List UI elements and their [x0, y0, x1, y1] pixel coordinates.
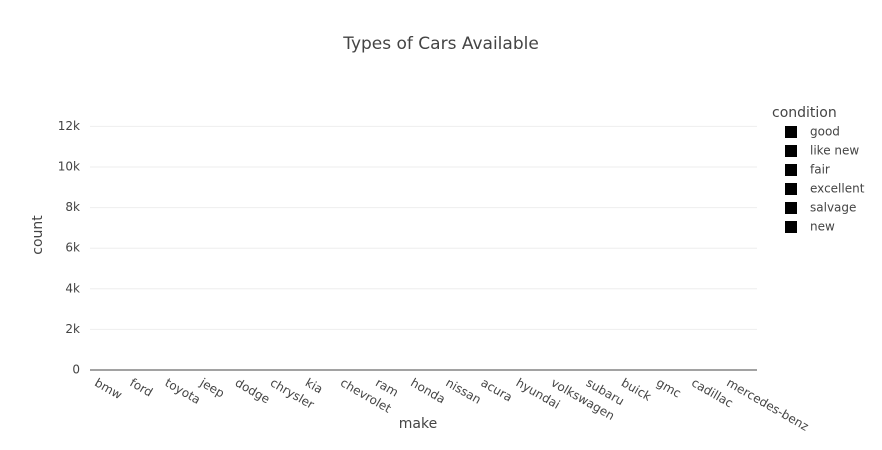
x-tick-label: gmc — [654, 376, 683, 401]
x-tick-label: mercedes-benz — [724, 376, 811, 434]
legend-label: new — [810, 220, 835, 234]
legend-label: like new — [810, 144, 859, 158]
x-tick-label: dodge — [233, 376, 273, 407]
legend-label: fair — [810, 163, 830, 177]
x-tick-label: toyota — [163, 376, 203, 407]
x-axis-label: make — [399, 416, 437, 432]
legend-title: condition — [772, 105, 837, 121]
y-tick-label: 8k — [65, 200, 80, 214]
legend-swatch — [785, 183, 797, 195]
x-tick-label: honda — [408, 376, 448, 407]
x-tick-label: ford — [127, 376, 155, 400]
y-tick-label: 4k — [65, 281, 80, 295]
x-tick-label: bmw — [92, 376, 124, 403]
y-tick-label: 2k — [65, 322, 80, 336]
legend-swatch — [785, 126, 797, 138]
legend-label: salvage — [810, 201, 856, 215]
chart-title: Types of Cars Available — [342, 34, 539, 54]
y-tick-label: 10k — [58, 159, 80, 173]
legend-label: good — [810, 125, 840, 139]
x-tick-label: acura — [478, 376, 514, 405]
legend-swatch — [785, 145, 797, 157]
y-tick-label: 0 — [72, 363, 80, 377]
legend-swatch — [785, 164, 797, 176]
legend-swatch — [785, 202, 797, 214]
y-axis-label: count — [30, 215, 46, 255]
x-tick-label: nissan — [443, 376, 483, 407]
legend-swatch — [785, 221, 797, 233]
legend-label: excellent — [810, 182, 865, 196]
y-tick-label: 6k — [65, 241, 80, 255]
y-tick-label: 12k — [58, 119, 80, 133]
